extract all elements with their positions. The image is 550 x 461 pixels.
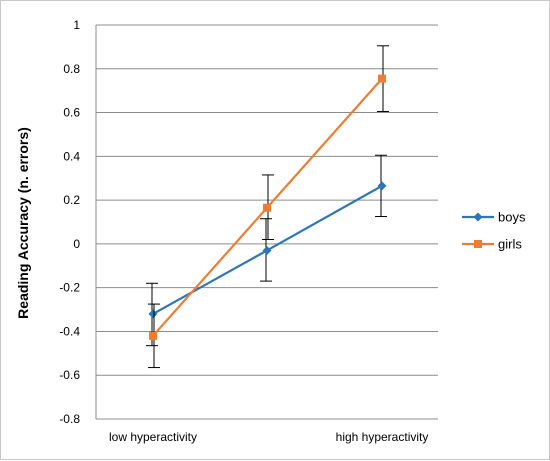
x-tick-label: low hyperactivity (109, 430, 197, 444)
x-tick-label: high hyperactivity (336, 430, 429, 444)
y-tick-label: 0.2 (63, 193, 80, 207)
y-tick-label: 0 (73, 237, 80, 251)
y-tick-label: -0.8 (59, 412, 80, 426)
series-layer (146, 45, 389, 369)
data-point (149, 331, 157, 340)
y-tick-label: 0.4 (63, 149, 80, 163)
series-boys (146, 154, 387, 347)
y-tick-label: -0.2 (59, 281, 80, 295)
grid-layer (95, 24, 438, 420)
legend-item-girls: girls (462, 237, 522, 252)
data-point (263, 203, 271, 212)
y-axis-label: Reading Accuracy (n. errors) (15, 127, 31, 319)
y-tick-label: 1 (73, 18, 80, 32)
y-tick-labels: 1 0.8 0.6 0.4 0.2 0 -0.2 -0.4 -0.6 -0.8 (59, 18, 80, 426)
legend-marker (473, 212, 483, 222)
y-tick-label: -0.4 (59, 324, 80, 338)
data-point (262, 245, 272, 255)
legend-marker (474, 240, 482, 248)
legend-label: boys (498, 210, 526, 225)
legend-item-boys: boys (462, 210, 526, 225)
y-tick-label: -0.6 (59, 368, 80, 382)
data-point (148, 309, 158, 319)
legend: boys girls (462, 210, 526, 252)
series-girls (148, 45, 389, 369)
legend-label: girls (498, 237, 522, 252)
x-tick-labels: low hyperactivity high hyperactivity (109, 430, 428, 444)
data-point (377, 181, 387, 191)
y-tick-label: 0.6 (63, 106, 80, 120)
y-tick-label: 0.8 (63, 62, 80, 76)
data-point (378, 74, 386, 83)
